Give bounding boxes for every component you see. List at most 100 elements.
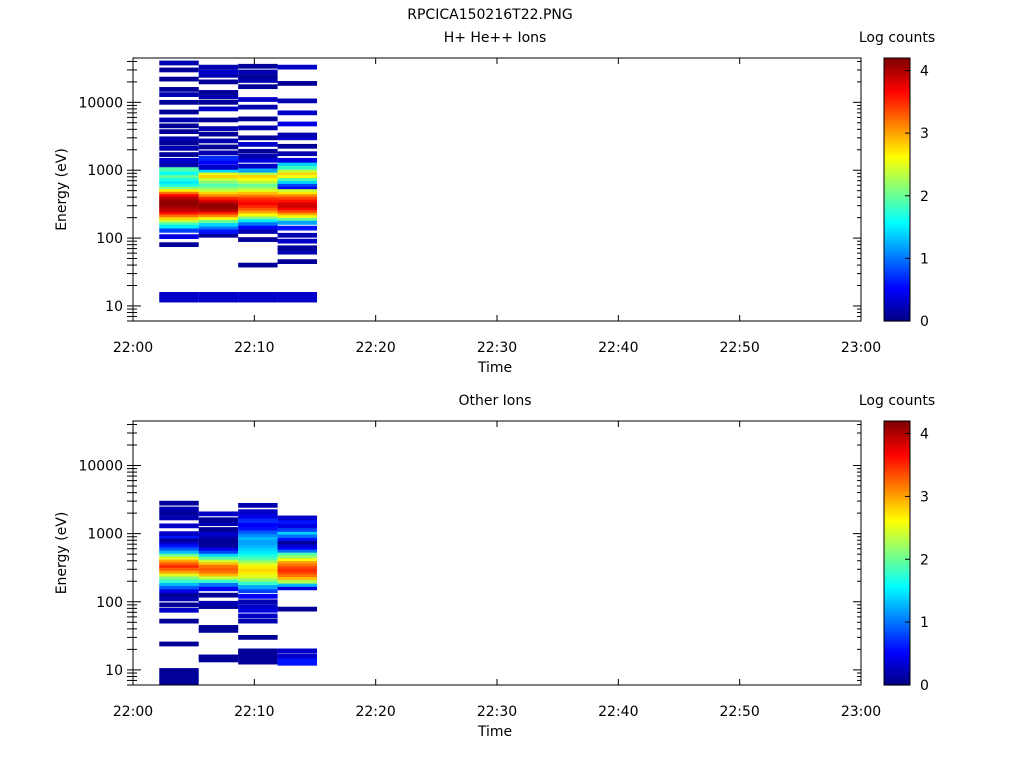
heatmap-cell (159, 596, 199, 602)
x-tick-label: 22:10 (234, 704, 274, 720)
colorbar-segment (884, 570, 910, 574)
colorbar-segment (884, 191, 910, 195)
heatmap-cell (159, 199, 199, 205)
colorbar-label: Log counts (859, 393, 935, 409)
heatmap-cell (159, 194, 199, 200)
colorbar-segment (884, 215, 910, 219)
heatmap-cell (238, 564, 278, 569)
colorbar-segment (884, 627, 910, 631)
colorbar-segment (884, 458, 910, 462)
heatmap-cell (159, 202, 199, 208)
x-tick-label: 22:50 (719, 340, 759, 356)
colorbar-segment (884, 143, 910, 147)
colorbar-segment (884, 531, 910, 534)
heatmap-cell (198, 517, 239, 523)
heatmap-cell (238, 135, 278, 141)
colorbar-segment (884, 498, 910, 501)
colorbar-segment (884, 180, 910, 184)
heatmap-cell (238, 157, 278, 163)
colorbar-segment (884, 123, 910, 127)
x-tick-label: 22:40 (598, 704, 638, 720)
colorbar-segment (884, 478, 910, 481)
heatmap-cell (277, 187, 318, 192)
heatmap-cell (159, 184, 199, 190)
colorbar-segment (884, 423, 910, 426)
heatmap-cell (277, 653, 318, 659)
colorbar-segment (884, 209, 910, 213)
heatmap-cell (277, 167, 318, 173)
colorbar-segment (884, 429, 910, 433)
heatmap-cell (159, 536, 199, 542)
heatmap-cell (277, 542, 318, 547)
heatmap-cell (238, 509, 278, 515)
colorbar-segment (884, 154, 910, 158)
heatmap-cell (159, 568, 199, 574)
colorbar-segment (884, 647, 910, 651)
colorbar-segment (884, 454, 910, 457)
panel-2: Other Ions 22:00 22:10 22:20 22:30 22:40 22:50… (54, 393, 935, 740)
colorbar-segment (884, 231, 910, 234)
heatmap-cell (198, 545, 239, 551)
colorbar-segment (884, 301, 910, 305)
heatmap-cell (238, 552, 278, 558)
heatmap-cell (238, 604, 278, 609)
heatmap-cell (238, 214, 278, 220)
heatmap-cell (198, 155, 239, 161)
colorbar-segment (884, 130, 910, 134)
colorbar-segment (884, 621, 910, 624)
colorbar-segment (884, 678, 910, 682)
heatmap-cell (159, 207, 199, 213)
heatmap-cell (277, 519, 318, 525)
colorbar-segment (884, 93, 910, 96)
heatmap-cell (198, 565, 239, 571)
colorbar-segment (884, 158, 910, 162)
heatmap-cell (277, 135, 318, 141)
colorbar-segment (884, 246, 910, 250)
heatmap-cell (159, 602, 199, 608)
heatmap-cell (238, 613, 278, 619)
colorbar-segment (884, 253, 910, 256)
colorbar-segment (884, 316, 910, 320)
colorbar-segment (884, 555, 910, 558)
colorbar-frame (883, 420, 911, 686)
heatmap-cell (277, 220, 318, 225)
heatmap-cell (238, 116, 278, 122)
heatmap-cell (198, 625, 239, 630)
heatmap-cell (159, 539, 199, 545)
colorbar-frame (883, 57, 911, 322)
colorbar-segment (884, 636, 910, 640)
heatmap-cell (159, 192, 199, 197)
colorbar-segment (884, 75, 910, 79)
heatmap-cell (198, 628, 239, 633)
colorbar-segment (884, 482, 910, 486)
heatmap-cell (159, 557, 199, 563)
colorbar-segment (884, 484, 910, 488)
colorbar-segment (884, 544, 910, 547)
colorbar-segment (884, 476, 910, 479)
heatmap-cell (159, 515, 199, 521)
colorbar-segment (884, 110, 910, 114)
colorbar-segment (884, 456, 910, 459)
heatmap-cell (198, 232, 239, 238)
colorbar-segment (884, 294, 910, 298)
heatmap-cell (277, 544, 318, 550)
colorbar-segment (884, 283, 910, 287)
colorbar-segment (884, 579, 910, 583)
heatmap-cell (159, 215, 199, 221)
colorbar-segment (884, 603, 910, 607)
heatmap-cell (238, 593, 278, 599)
colorbar-segment (884, 117, 910, 120)
heatmap-cell (238, 173, 278, 179)
colorbar-segment (884, 465, 910, 468)
heatmap-cell (238, 655, 278, 661)
heatmap-cell (159, 117, 199, 123)
colorbar-segment (884, 257, 910, 261)
heatmap-cell (159, 668, 199, 673)
heatmap-cell (159, 170, 199, 176)
heatmap-cell (159, 60, 199, 66)
heatmap-cell (238, 208, 278, 214)
colorbar-segment (884, 213, 910, 217)
colorbar-segment (884, 645, 910, 649)
colorbar-segment (884, 610, 910, 613)
